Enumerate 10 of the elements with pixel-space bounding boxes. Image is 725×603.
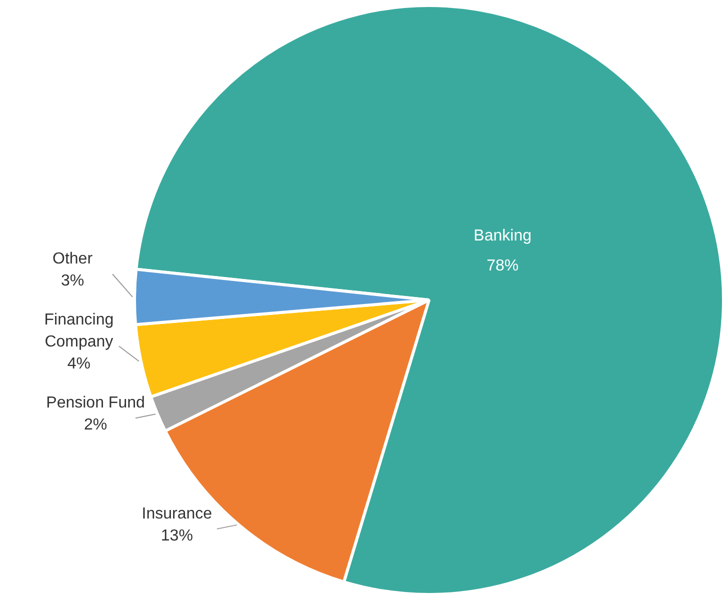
data-label: 2% <box>84 416 108 434</box>
data-label: 3% <box>60 272 84 290</box>
slice-label: Pension Fund <box>46 394 145 412</box>
data-label: 13% <box>160 527 193 544</box>
slice-label: Financing Company <box>44 312 114 351</box>
slice-label: Insurance <box>142 505 212 522</box>
data-label: 4% <box>67 356 90 373</box>
data-label: 78% <box>486 258 519 275</box>
slice-label: Other <box>52 250 94 268</box>
slice-label: Banking <box>474 228 532 245</box>
